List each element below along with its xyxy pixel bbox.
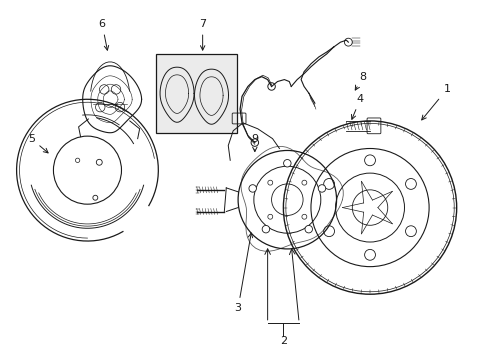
Circle shape (305, 225, 312, 233)
Circle shape (262, 225, 269, 233)
Bar (156, 54, 237, 133)
Circle shape (323, 179, 334, 189)
Circle shape (364, 249, 375, 260)
Circle shape (405, 226, 415, 237)
Circle shape (283, 159, 290, 167)
Text: 5: 5 (28, 134, 48, 153)
Text: 4: 4 (351, 94, 363, 119)
Circle shape (405, 179, 415, 189)
Circle shape (364, 155, 375, 166)
Text: 7: 7 (199, 19, 206, 50)
Text: 9: 9 (251, 134, 258, 152)
Circle shape (248, 185, 256, 192)
Text: 2: 2 (279, 337, 286, 346)
Text: 1: 1 (421, 84, 449, 120)
Circle shape (323, 226, 334, 237)
Text: 6: 6 (99, 19, 108, 50)
Text: 8: 8 (354, 72, 366, 90)
Text: 3: 3 (234, 233, 252, 313)
Circle shape (318, 185, 325, 192)
